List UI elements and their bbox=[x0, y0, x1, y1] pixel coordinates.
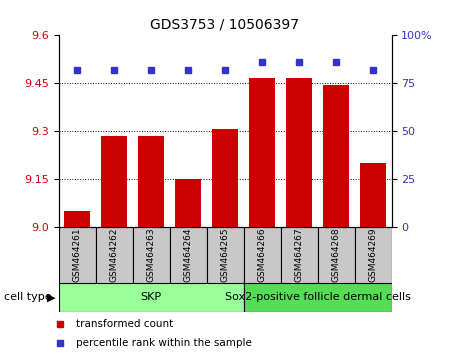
Bar bbox=[280, 227, 318, 283]
Text: transformed count: transformed count bbox=[76, 319, 173, 329]
Bar bbox=[64, 211, 90, 227]
Bar bbox=[170, 227, 207, 283]
Text: GSM464268: GSM464268 bbox=[332, 228, 341, 282]
Text: GSM464266: GSM464266 bbox=[257, 228, 266, 282]
Text: SKP: SKP bbox=[140, 292, 162, 302]
Text: GSM464264: GSM464264 bbox=[184, 228, 193, 282]
Text: GSM464269: GSM464269 bbox=[369, 228, 378, 282]
Bar bbox=[58, 283, 243, 312]
Text: GSM464263: GSM464263 bbox=[147, 228, 156, 282]
Bar bbox=[360, 163, 386, 227]
Text: percentile rank within the sample: percentile rank within the sample bbox=[76, 338, 252, 348]
Text: GSM464267: GSM464267 bbox=[294, 228, 303, 282]
Bar bbox=[243, 227, 280, 283]
Bar bbox=[249, 78, 275, 227]
Text: GSM464265: GSM464265 bbox=[220, 228, 230, 282]
Bar bbox=[207, 227, 243, 283]
Title: GDS3753 / 10506397: GDS3753 / 10506397 bbox=[150, 17, 300, 32]
Bar bbox=[212, 129, 238, 227]
Bar bbox=[243, 283, 392, 312]
Bar bbox=[355, 227, 392, 283]
Text: cell type: cell type bbox=[4, 292, 52, 302]
Bar bbox=[95, 227, 132, 283]
Text: GSM464261: GSM464261 bbox=[72, 228, 81, 282]
Bar bbox=[58, 227, 95, 283]
Bar bbox=[132, 227, 170, 283]
Text: Sox2-positive follicle dermal cells: Sox2-positive follicle dermal cells bbox=[225, 292, 410, 302]
Bar bbox=[175, 179, 201, 227]
Text: GSM464262: GSM464262 bbox=[109, 228, 118, 282]
Text: ▶: ▶ bbox=[47, 292, 56, 302]
Bar bbox=[318, 227, 355, 283]
Bar bbox=[323, 85, 349, 227]
Bar bbox=[101, 136, 127, 227]
Bar bbox=[286, 78, 312, 227]
Bar bbox=[138, 136, 164, 227]
